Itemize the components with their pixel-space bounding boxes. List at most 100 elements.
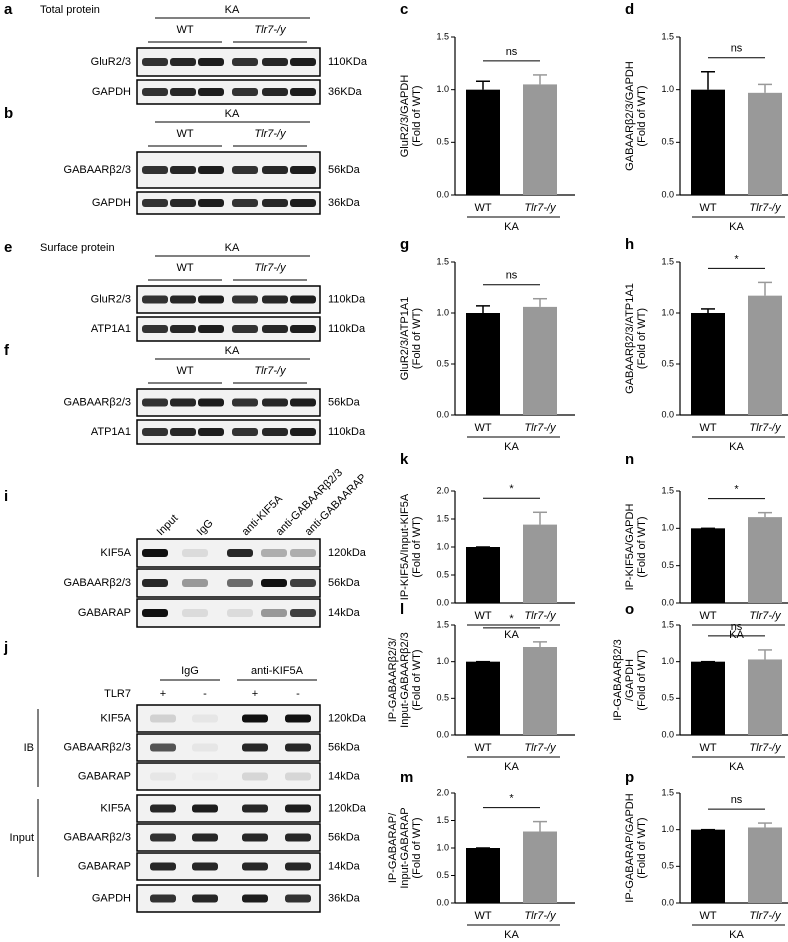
y-tick-label: 1.5 — [436, 256, 449, 266]
blot-size: 36kDa — [328, 197, 361, 209]
blot-frame — [136, 419, 321, 445]
panel-letter: b — [4, 105, 13, 122]
blot-label: GABAARβ2/3 — [64, 164, 131, 176]
y-tick-label: 0.0 — [436, 409, 449, 419]
blot-band — [142, 579, 168, 587]
blot-band — [232, 428, 258, 436]
blot-band — [170, 58, 196, 66]
y-tick-label: 0.5 — [436, 693, 449, 703]
y-tick-label: 0.0 — [661, 897, 674, 907]
blot-band — [290, 58, 316, 66]
x-tick-label: Tlr7-/y — [749, 202, 782, 214]
group-label: KA — [729, 929, 744, 941]
bar — [466, 661, 500, 735]
blot-band — [285, 772, 311, 781]
blot-band — [170, 398, 196, 407]
bar — [691, 829, 725, 903]
y-axis-label: IP-GABARAP/ — [387, 812, 399, 883]
blot-band — [290, 325, 316, 333]
subgroup-label: WT — [176, 365, 193, 377]
y-axis-label: IP-GABAARβ2/3 — [612, 639, 624, 721]
blot-band — [198, 199, 224, 207]
significance: * — [509, 793, 514, 805]
significance: * — [509, 613, 514, 625]
condition-value: + — [160, 688, 166, 700]
blot-size: 120kDa — [328, 547, 367, 559]
blot-band — [198, 58, 224, 66]
y-axis-label: /GAPDH — [624, 659, 636, 701]
lane-label: IgG — [195, 517, 216, 538]
blot-band — [150, 804, 176, 813]
y-tick-label: 0.5 — [436, 137, 449, 147]
y-axis-label: (Fold of WT) — [636, 308, 648, 369]
blot-band — [198, 88, 224, 96]
blot-size: 110KDa — [328, 56, 368, 68]
blot-band — [150, 714, 176, 723]
blot-band — [192, 833, 218, 842]
bar — [466, 89, 500, 195]
bar — [466, 313, 500, 415]
y-axis-label: GluR2/3/GAPDH — [399, 75, 411, 158]
y-tick-label: 1.0 — [436, 84, 449, 94]
y-axis-label: (Fold of WT) — [411, 817, 423, 878]
significance: ns — [506, 46, 518, 58]
blot-band — [142, 428, 168, 436]
subgroup-label: Tlr7-/y — [254, 128, 287, 140]
y-tick-label: 0.5 — [436, 358, 449, 368]
x-tick-label: Tlr7-/y — [524, 422, 557, 434]
y-axis-label: (Fold of WT) — [636, 516, 648, 577]
blot-band — [285, 894, 311, 903]
x-tick-label: WT — [474, 742, 491, 754]
blot-band — [290, 428, 316, 436]
blot-band — [170, 88, 196, 96]
section-label: Input — [10, 832, 34, 844]
blot-band — [227, 579, 253, 587]
subgroup-label: WT — [176, 128, 193, 140]
blot-band — [170, 199, 196, 207]
blot-band — [227, 609, 253, 617]
blot-band — [142, 609, 168, 617]
blot-band — [232, 88, 258, 96]
x-tick-label: WT — [474, 910, 491, 922]
blot-band — [232, 295, 258, 304]
blot-band — [262, 325, 288, 333]
x-tick-label: WT — [474, 422, 491, 434]
group-label: KA — [225, 345, 240, 357]
x-tick-label: Tlr7-/y — [749, 422, 782, 434]
panel-letter: l — [400, 601, 404, 618]
panel-letter: i — [4, 488, 8, 505]
group-label: IgG — [181, 665, 199, 677]
blot-band — [262, 428, 288, 436]
blot-band — [150, 862, 176, 871]
blot-band — [170, 325, 196, 333]
y-tick-label: 0.0 — [661, 409, 674, 419]
blot-band — [232, 199, 258, 207]
blot-frame — [136, 191, 321, 215]
y-tick-label: 1.0 — [661, 523, 674, 533]
blot-label: GAPDH — [92, 892, 131, 904]
blot-band — [150, 833, 176, 842]
blot-band — [198, 295, 224, 304]
blot-label: GABAARβ2/3 — [64, 831, 131, 843]
y-axis-label: IP-GABAARβ2/3/ — [387, 637, 399, 723]
blot-band — [261, 579, 287, 587]
blot-band — [170, 428, 196, 436]
blot-band — [150, 894, 176, 903]
bar — [748, 827, 782, 903]
x-tick-label: Tlr7-/y — [749, 910, 782, 922]
blot-size: 36kDa — [328, 892, 361, 904]
blot-band — [198, 398, 224, 407]
panel-letter: j — [3, 639, 8, 656]
significance: ns — [731, 621, 743, 633]
x-tick-label: Tlr7-/y — [524, 910, 557, 922]
blot-band — [232, 166, 258, 174]
blot-band — [242, 714, 268, 723]
blot-label: KIF5A — [100, 712, 131, 724]
blot-label: GABARAP — [78, 860, 131, 872]
blot-band — [262, 88, 288, 96]
blot-band — [142, 58, 168, 66]
panel-letter: f — [4, 342, 10, 359]
bar — [523, 831, 557, 903]
blot-band — [242, 743, 268, 752]
blot-band — [285, 833, 311, 842]
